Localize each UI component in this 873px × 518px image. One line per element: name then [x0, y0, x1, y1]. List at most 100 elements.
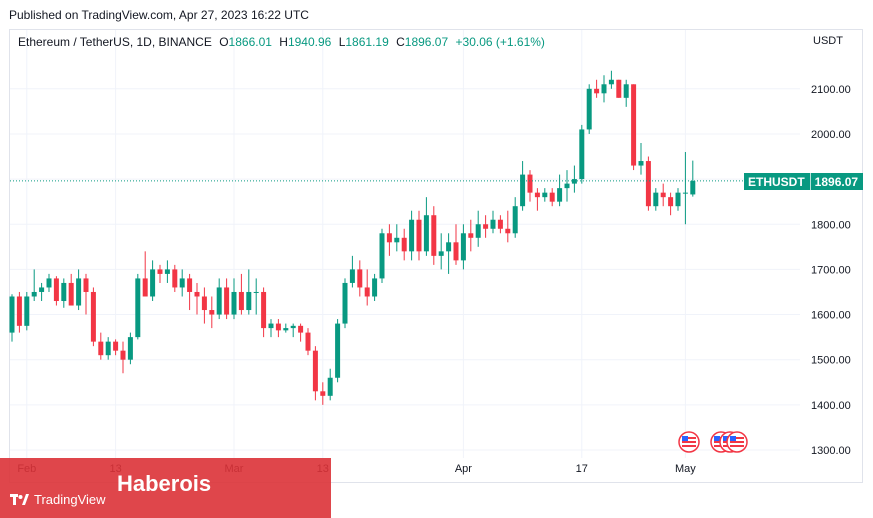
- candle-body: [690, 180, 696, 195]
- grid-lines: [10, 30, 800, 458]
- open-key: O: [219, 35, 229, 49]
- candle-body: [83, 278, 89, 292]
- candle-body: [431, 215, 437, 256]
- candle-body: [164, 269, 170, 274]
- candle-body: [357, 269, 363, 288]
- candle-body: [483, 224, 489, 229]
- candle: [113, 339, 119, 356]
- candle: [394, 224, 400, 252]
- candle-body: [512, 206, 518, 234]
- candle-body: [275, 323, 281, 331]
- candle: [571, 165, 577, 193]
- candles: [9, 70, 696, 405]
- candle-body: [497, 219, 503, 229]
- chart-pane[interactable]: [9, 29, 863, 483]
- candle: [76, 269, 82, 311]
- candle: [431, 206, 437, 265]
- candle-body: [216, 287, 222, 315]
- currency-label[interactable]: USDT: [813, 35, 843, 47]
- candle: [357, 260, 363, 297]
- candle-body: [127, 337, 133, 360]
- candle: [409, 210, 415, 261]
- candle-body: [231, 291, 237, 315]
- candle: [638, 142, 644, 175]
- candle: [150, 260, 156, 302]
- candle-body: [201, 296, 207, 311]
- candle-body: [349, 269, 355, 283]
- candle: [675, 188, 681, 211]
- candle: [283, 323, 289, 333]
- candle: [446, 233, 452, 274]
- candle-body: [653, 192, 659, 207]
- low-value: 1861.19: [345, 35, 389, 49]
- candle: [120, 341, 126, 374]
- candle: [46, 273, 52, 292]
- candle: [682, 152, 688, 225]
- candle-body: [283, 328, 289, 331]
- candle: [305, 328, 311, 356]
- candle: [16, 291, 22, 333]
- candle: [660, 183, 666, 207]
- open-value: 1866.01: [228, 35, 272, 49]
- candle: [172, 264, 178, 292]
- candle: [187, 273, 193, 311]
- candle: [557, 174, 563, 207]
- candle-body: [113, 341, 119, 351]
- last-price-symbol: ETHUSDT: [744, 173, 811, 190]
- candle: [253, 278, 259, 315]
- candle-body: [364, 287, 370, 297]
- watermark-banner: [0, 458, 331, 518]
- candle: [298, 323, 304, 342]
- candle-body: [16, 296, 22, 326]
- candle-body: [261, 291, 267, 329]
- candle: [483, 215, 489, 238]
- candle-body: [534, 192, 540, 198]
- candle: [460, 224, 466, 270]
- candle-body: [238, 291, 244, 311]
- candle: [142, 251, 148, 297]
- candle-body: [179, 278, 185, 288]
- candle: [631, 84, 637, 171]
- candle: [201, 287, 207, 324]
- candle-body: [386, 233, 392, 243]
- candle: [379, 228, 385, 283]
- candle: [594, 79, 600, 98]
- candle: [164, 260, 170, 283]
- tradingview-logo[interactable]: TradingView: [10, 492, 106, 507]
- candle-body: [682, 192, 688, 194]
- candle-body: [172, 269, 178, 288]
- candle: [24, 291, 30, 331]
- candle: [98, 332, 104, 360]
- close-key: C: [396, 35, 405, 49]
- candle: [335, 319, 341, 383]
- candle-body: [468, 233, 474, 238]
- candle: [9, 294, 15, 342]
- candle-body: [105, 341, 111, 356]
- candle-body: [76, 278, 82, 306]
- candle-body: [645, 161, 651, 207]
- candle: [475, 210, 481, 247]
- candle-body: [594, 88, 600, 94]
- candle: [312, 346, 318, 401]
- change-value: +30.06 (+1.61%): [455, 35, 545, 49]
- candle: [194, 282, 200, 315]
- us-flag-icon[interactable]: [678, 431, 748, 453]
- candle-body: [564, 183, 570, 189]
- candle: [623, 79, 629, 107]
- high-value: 1940.96: [287, 35, 332, 49]
- candle-body: [305, 332, 311, 351]
- tradingview-logo-text: TradingView: [34, 492, 106, 507]
- candle: [490, 210, 496, 234]
- candle-body: [246, 291, 252, 311]
- symbol-title[interactable]: Ethereum / TetherUS, 1D, BINANCE: [18, 35, 212, 49]
- high-key: H: [279, 35, 288, 49]
- candle-body: [409, 219, 415, 252]
- published-caption: Published on TradingView.com, Apr 27, 20…: [9, 8, 309, 22]
- candle: [653, 188, 659, 211]
- candle: [527, 170, 533, 202]
- price-tick-label: 1500.00: [811, 355, 851, 367]
- price-tick-label: 1400.00: [811, 400, 851, 412]
- price-tick-label: 1700.00: [811, 264, 851, 276]
- price-tick-label: 1300.00: [811, 445, 851, 457]
